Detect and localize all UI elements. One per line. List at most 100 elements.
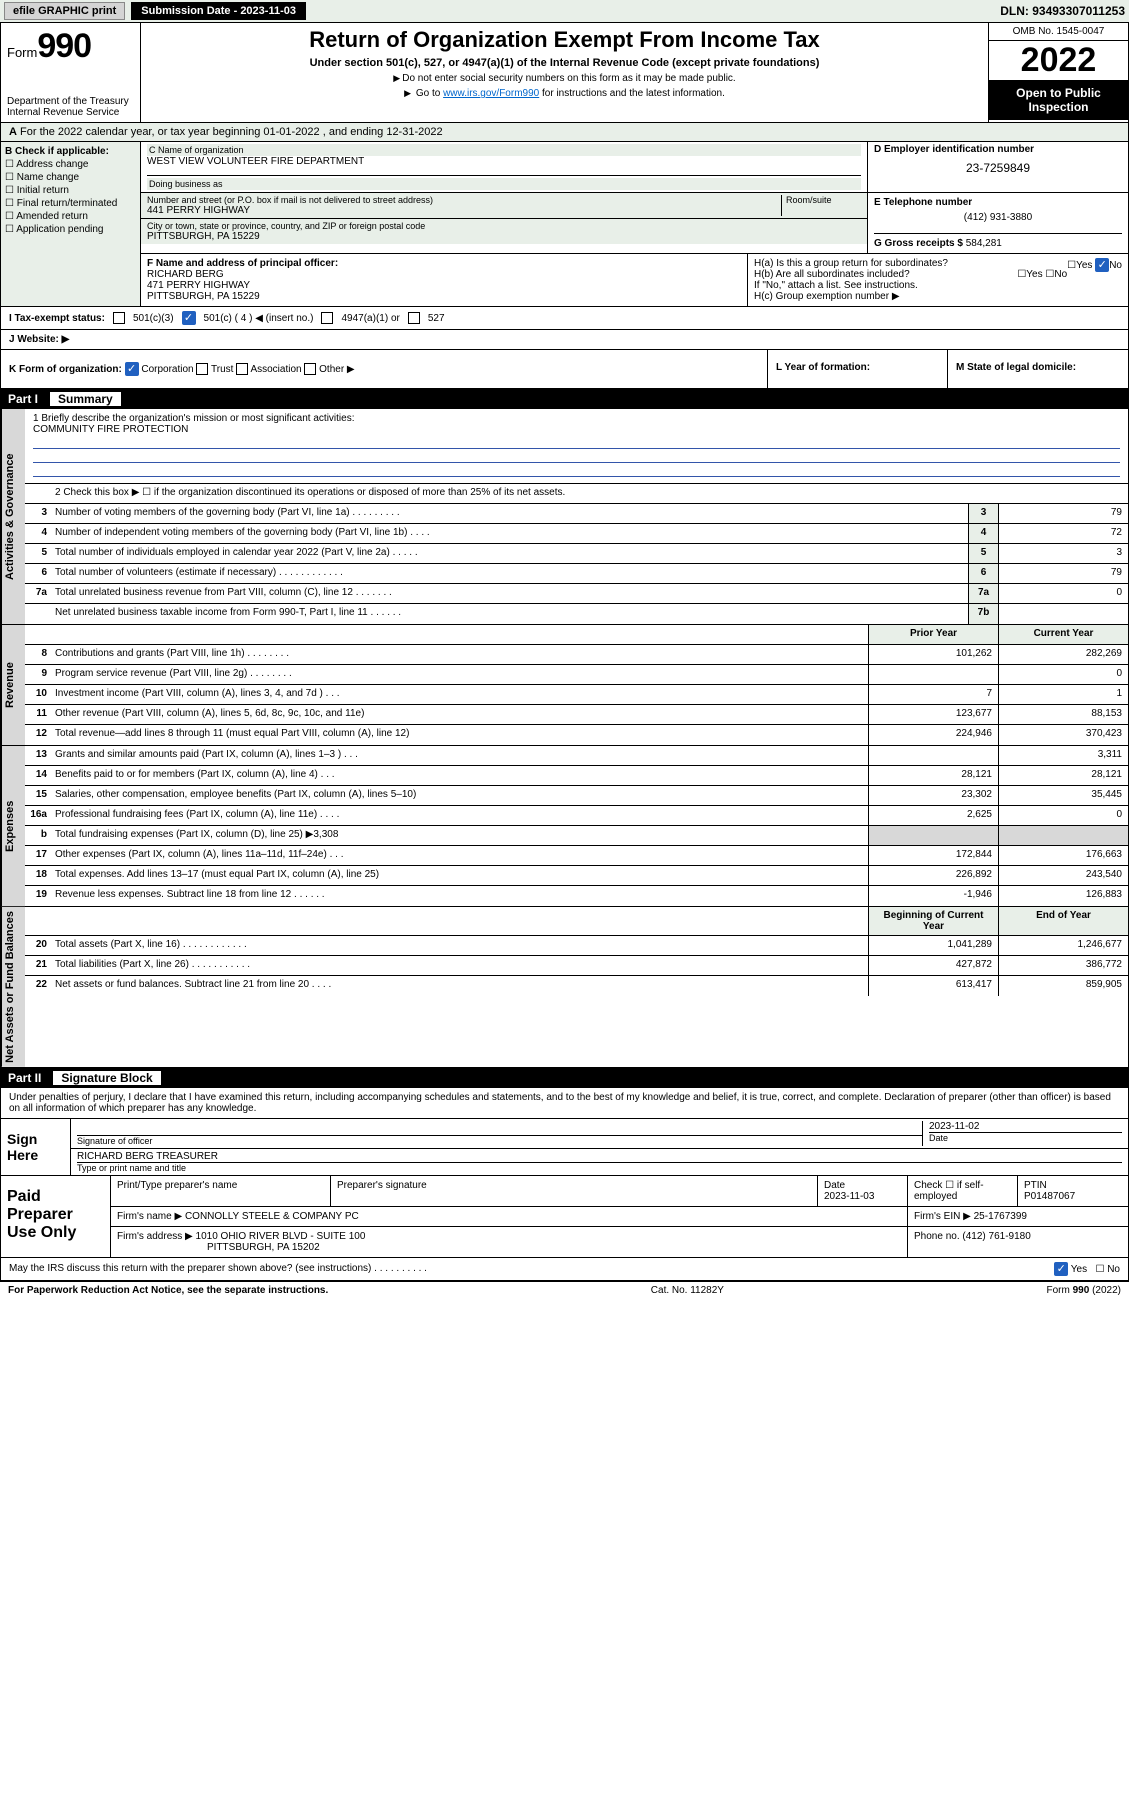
begin-year-label: Beginning of Current Year xyxy=(868,907,998,935)
prep-row3: Firm's address ▶ 1010 OHIO RIVER BLVD - … xyxy=(111,1227,1128,1257)
chk-final-return[interactable]: ☐ Final return/terminated xyxy=(5,198,136,209)
row-name: C Name of organization WEST VIEW VOLUNTE… xyxy=(141,142,1128,193)
form-word: Form xyxy=(7,45,37,60)
sign-here-label: Sign Here xyxy=(1,1119,71,1175)
ein-label: D Employer identification number xyxy=(874,144,1122,155)
officer-name: RICHARD BERG xyxy=(147,269,224,280)
chk-other[interactable] xyxy=(304,363,316,375)
table-row: 8Contributions and grants (Part VIII, li… xyxy=(25,645,1128,665)
row-address: Number and street (or P.O. box if mail i… xyxy=(141,193,1128,254)
paid-preparer-label: Paid Preparer Use Only xyxy=(1,1176,111,1257)
section-cd: C Name of organization WEST VIEW VOLUNTE… xyxy=(141,142,1128,306)
header-right: OMB No. 1545-0047 2022 Open to Public In… xyxy=(988,23,1128,122)
table-row: 22Net assets or fund balances. Subtract … xyxy=(25,976,1128,996)
end-year-label: End of Year xyxy=(998,907,1128,935)
chk-4947[interactable] xyxy=(321,312,333,324)
website-label: J Website: ▶ xyxy=(9,334,69,345)
chk-501c3[interactable] xyxy=(113,312,125,324)
table-row: 21Total liabilities (Part X, line 26) . … xyxy=(25,956,1128,976)
netassets-section: Net Assets or Fund Balances Beginning of… xyxy=(0,907,1129,1068)
form-number: 990 xyxy=(37,27,91,65)
mission-text: COMMUNITY FIRE PROTECTION xyxy=(33,424,1120,435)
firm-name: CONNOLLY STEELE & COMPANY PC xyxy=(185,1211,359,1222)
city-label: City or town, state or province, country… xyxy=(147,221,425,231)
table-row: 11Other revenue (Part VIII, column (A), … xyxy=(25,705,1128,725)
prior-year-label: Prior Year xyxy=(868,625,998,644)
firm-ein-label: Firm's EIN ▶ xyxy=(914,1211,971,1222)
dept-treasury: Department of the Treasury xyxy=(7,96,134,107)
prep-row2: Firm's name ▶ CONNOLLY STEELE & COMPANY … xyxy=(111,1207,1128,1227)
preparer-block: Paid Preparer Use Only Print/Type prepar… xyxy=(0,1176,1129,1258)
chk-initial-return[interactable]: ☐ Initial return xyxy=(5,185,136,196)
table-row: 19Revenue less expenses. Subtract line 1… xyxy=(25,886,1128,906)
irs-link[interactable]: www.irs.gov/Form990 xyxy=(443,88,539,99)
current-year-label: Current Year xyxy=(998,625,1128,644)
ha-answer: No xyxy=(1109,260,1122,271)
table-row: 12Total revenue—add lines 8 through 11 (… xyxy=(25,725,1128,745)
mission-label: 1 Briefly describe the organization's mi… xyxy=(33,413,1120,424)
prep-row1: Print/Type preparer's name Preparer's si… xyxy=(111,1176,1128,1207)
check-icon: ✓ xyxy=(1054,1262,1068,1276)
check-self-employed[interactable]: Check ☐ if self-employed xyxy=(908,1176,1018,1206)
table-row: 7aTotal unrelated business revenue from … xyxy=(25,584,1128,604)
may-irs-discuss: May the IRS discuss this return with the… xyxy=(0,1258,1129,1281)
footer-left: For Paperwork Reduction Act Notice, see … xyxy=(8,1285,328,1296)
efile-print-button[interactable]: efile GRAPHIC print xyxy=(4,2,125,20)
firm-ein: 25-1767399 xyxy=(974,1211,1027,1222)
part1-title: Summary xyxy=(50,392,121,406)
chk-corp-checked[interactable]: ✓ xyxy=(125,362,139,376)
tax-status-label: I Tax-exempt status: xyxy=(9,313,105,324)
table-row: 9Program service revenue (Part VIII, lin… xyxy=(25,665,1128,685)
note2-pre: Go to xyxy=(416,88,443,99)
tax-year: 2022 xyxy=(989,41,1128,80)
chk-name-change[interactable]: ☐ Name change xyxy=(5,172,136,183)
header-left: Form990 Department of the Treasury Inter… xyxy=(1,23,141,122)
org-name: WEST VIEW VOLUNTEER FIRE DEPARTMENT xyxy=(147,156,861,167)
row-fh: F Name and address of principal officer:… xyxy=(141,254,1128,306)
ein-value: 23-7259849 xyxy=(874,161,1122,175)
note2-post: for instructions and the latest informat… xyxy=(539,88,725,99)
chk-527[interactable] xyxy=(408,312,420,324)
part1-header: Part I Summary xyxy=(0,389,1129,409)
prep-date-label: Date xyxy=(824,1180,845,1191)
chk-501c4-checked[interactable]: ✓ xyxy=(182,311,196,325)
table-row: Net unrelated business taxable income fr… xyxy=(25,604,1128,624)
ptin-label: PTIN xyxy=(1024,1180,1047,1191)
table-row: 10Investment income (Part VIII, column (… xyxy=(25,685,1128,705)
chk-trust[interactable] xyxy=(196,363,208,375)
table-row: 14Benefits paid to or for members (Part … xyxy=(25,766,1128,786)
vtab-netassets: Net Assets or Fund Balances xyxy=(1,907,25,1067)
officer-addr1: 471 PERRY HIGHWAY xyxy=(147,280,250,291)
footer: For Paperwork Reduction Act Notice, see … xyxy=(0,1281,1129,1299)
block-bcd: B Check if applicable: ☐ Address change … xyxy=(0,142,1129,307)
table-row: 3Number of voting members of the governi… xyxy=(25,504,1128,524)
line-2: 2 Check this box ▶ ☐ if the organization… xyxy=(25,484,1128,504)
table-row: 18Total expenses. Add lines 13–17 (must … xyxy=(25,866,1128,886)
chk-address-change[interactable]: ☐ Address change xyxy=(5,159,136,170)
omb-number: OMB No. 1545-0047 xyxy=(989,23,1128,41)
phone-value: (412) 931-3880 xyxy=(874,212,1122,223)
expenses-section: Expenses 13Grants and similar amounts pa… xyxy=(0,746,1129,907)
mission-block: 1 Briefly describe the organization's mi… xyxy=(25,409,1128,484)
part2-header: Part II Signature Block xyxy=(0,1068,1129,1088)
gross-label: G Gross receipts $ xyxy=(874,238,963,249)
chk-assoc[interactable] xyxy=(236,363,248,375)
net-header: Beginning of Current Year End of Year xyxy=(25,907,1128,936)
signature-block: Under penalties of perjury, I declare th… xyxy=(0,1088,1129,1176)
sign-here-row: Sign Here Signature of officer 2023-11-0… xyxy=(1,1118,1128,1175)
revenue-section: Revenue Prior Year Current Year 8Contrib… xyxy=(0,625,1129,746)
section-eg: E Telephone number (412) 931-3880 G Gros… xyxy=(868,193,1128,253)
firm-addr1: 1010 OHIO RIVER BLVD - SUITE 100 xyxy=(196,1231,366,1242)
section-h: H(a) Is this a group return for subordin… xyxy=(748,254,1128,306)
chk-amended[interactable]: ☐ Amended return xyxy=(5,211,136,222)
chk-app-pending[interactable]: ☐ Application pending xyxy=(5,224,136,235)
table-row: 20Total assets (Part X, line 16) . . . .… xyxy=(25,936,1128,956)
form-title: Return of Organization Exempt From Incom… xyxy=(147,27,982,53)
street-label: Number and street (or P.O. box if mail i… xyxy=(147,195,433,205)
officer-printed-name: RICHARD BERG TREASURER xyxy=(77,1151,1122,1162)
part1-num: Part I xyxy=(8,392,38,406)
note-ssn: Do not enter social security numbers on … xyxy=(147,73,982,84)
vtab-expenses: Expenses xyxy=(1,746,25,906)
sig-officer-label: Signature of officer xyxy=(77,1135,922,1146)
table-row: 15Salaries, other compensation, employee… xyxy=(25,786,1128,806)
